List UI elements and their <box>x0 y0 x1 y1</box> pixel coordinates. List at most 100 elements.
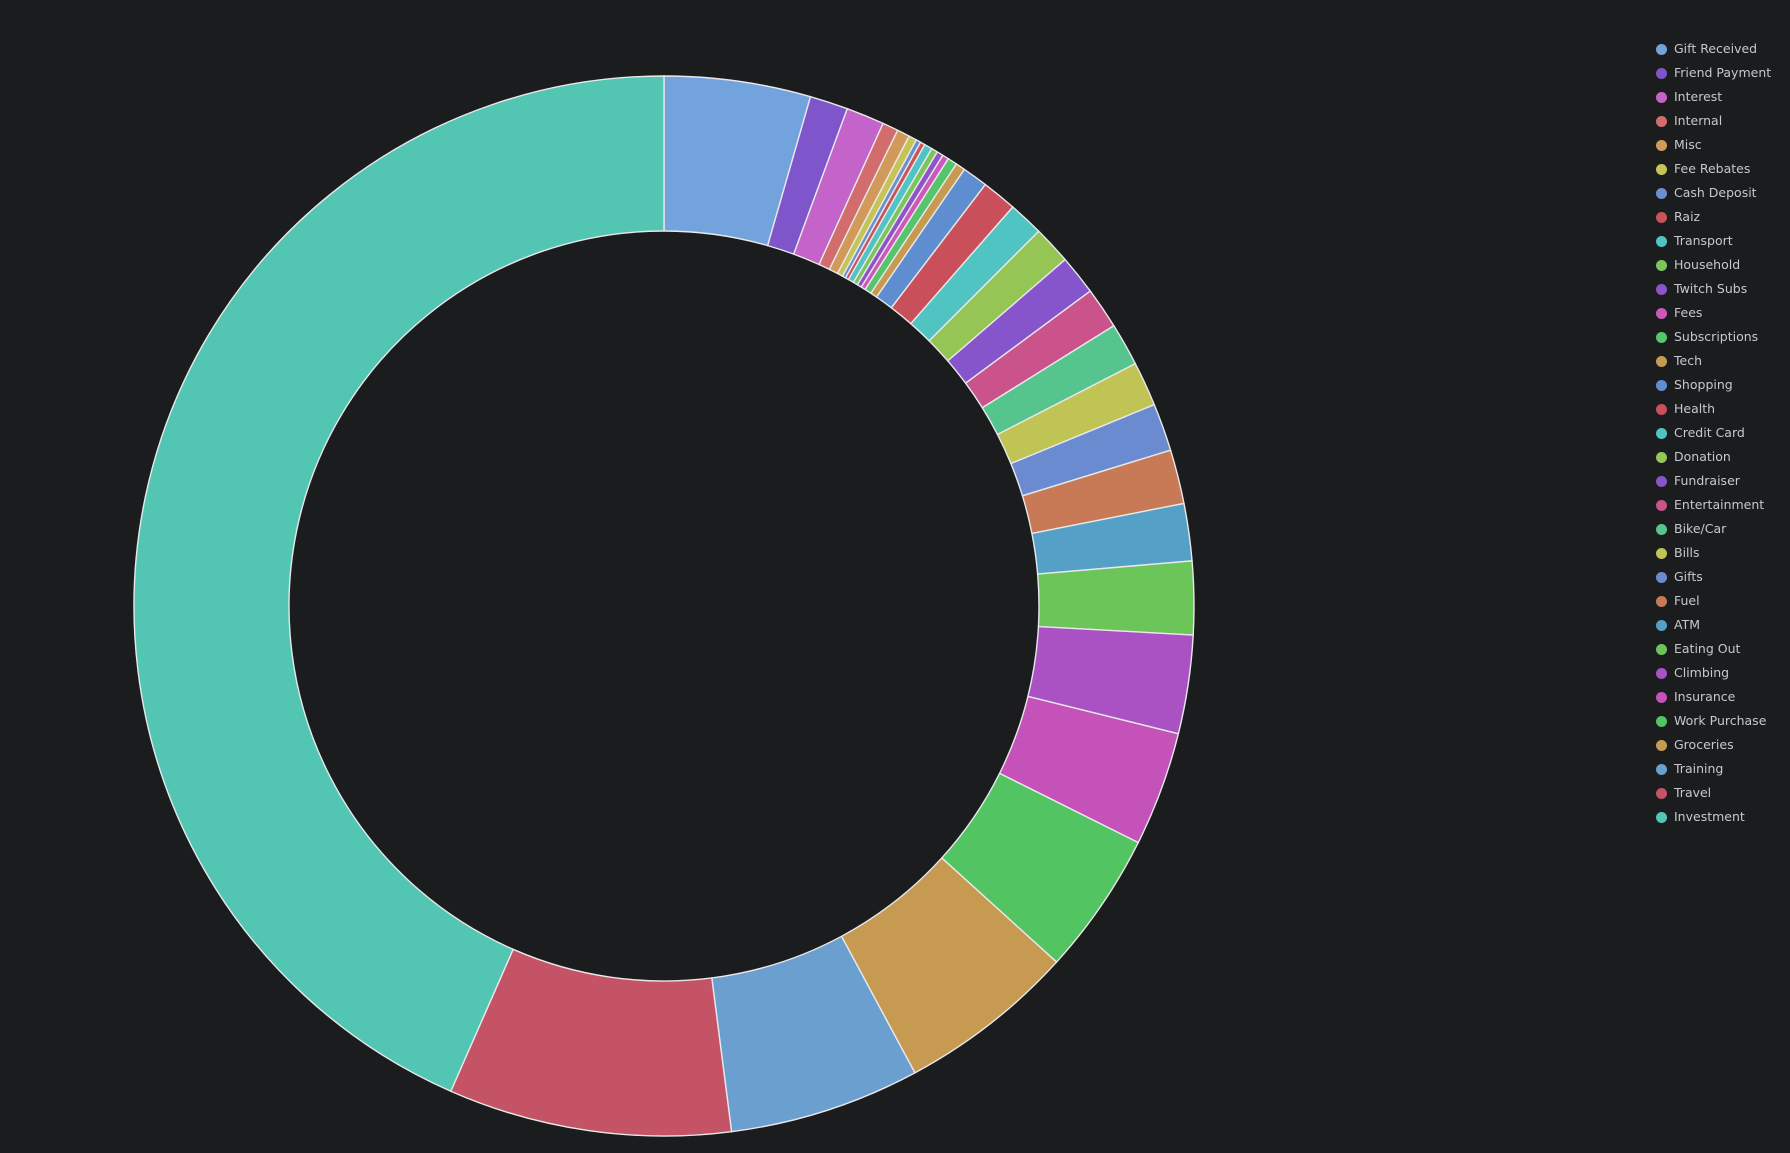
legend-item-investment[interactable]: Investment <box>1656 805 1790 829</box>
legend-label: Fundraiser <box>1674 473 1740 488</box>
legend-label: Gift Received <box>1674 41 1758 56</box>
legend-item-misc[interactable]: Misc <box>1656 133 1790 157</box>
legend-swatch <box>1656 43 1667 55</box>
legend-swatch <box>1656 547 1667 559</box>
legend-swatch <box>1656 139 1667 151</box>
slice-eating-out[interactable] <box>1036 560 1195 636</box>
legend-swatch <box>1656 787 1667 799</box>
donut-chart-svg <box>133 75 1195 1137</box>
legend-swatch <box>1656 523 1667 535</box>
legend-label: Shopping <box>1674 377 1733 392</box>
legend-item-credit-card[interactable]: Credit Card <box>1656 421 1790 445</box>
legend-swatch <box>1656 691 1667 703</box>
legend-swatch <box>1656 811 1667 823</box>
legend-label: Bike/Car <box>1674 521 1727 536</box>
legend-item-fees[interactable]: Fees <box>1656 301 1790 325</box>
legend-swatch <box>1656 763 1667 775</box>
legend-item-raiz[interactable]: Raiz <box>1656 205 1790 229</box>
legend-label: Fee Rebates <box>1674 161 1751 176</box>
legend-label: Subscriptions <box>1674 329 1759 344</box>
legend-swatch <box>1656 619 1667 631</box>
legend-swatch <box>1656 283 1667 295</box>
legend-label: Gifts <box>1674 569 1703 584</box>
legend-item-atm[interactable]: ATM <box>1656 613 1790 637</box>
legend-swatch <box>1656 163 1667 175</box>
legend-swatch <box>1656 643 1667 655</box>
legend-label: Work Purchase <box>1674 713 1767 728</box>
legend-label: Insurance <box>1674 689 1736 704</box>
legend-swatch <box>1656 67 1667 79</box>
legend-swatch <box>1656 115 1667 127</box>
legend-label: Fees <box>1674 305 1703 320</box>
legend-item-internal[interactable]: Internal <box>1656 109 1790 133</box>
legend-label: Travel <box>1674 785 1712 800</box>
legend-item-entertainment[interactable]: Entertainment <box>1656 493 1790 517</box>
legend-swatch <box>1656 355 1667 367</box>
legend-swatch <box>1656 715 1667 727</box>
legend-swatch <box>1656 499 1667 511</box>
legend-label: Investment <box>1674 809 1745 824</box>
legend-swatch <box>1656 259 1667 271</box>
legend-label: Misc <box>1674 137 1702 152</box>
legend-swatch <box>1656 307 1667 319</box>
legend-swatch <box>1656 211 1667 223</box>
legend-item-gift-received[interactable]: Gift Received <box>1656 37 1790 61</box>
legend-swatch <box>1656 331 1667 343</box>
legend-item-donation[interactable]: Donation <box>1656 445 1790 469</box>
legend-swatch <box>1656 475 1667 487</box>
legend-label: Twitch Subs <box>1674 281 1748 296</box>
legend-swatch <box>1656 91 1667 103</box>
legend-label: Transport <box>1674 233 1733 248</box>
legend-item-household[interactable]: Household <box>1656 253 1790 277</box>
legend-item-fuel[interactable]: Fuel <box>1656 589 1790 613</box>
legend-item-cash-deposit[interactable]: Cash Deposit <box>1656 181 1790 205</box>
legend-label: ATM <box>1674 617 1701 632</box>
legend-swatch <box>1656 187 1667 199</box>
donut-chart <box>133 75 1195 1137</box>
legend-item-travel[interactable]: Travel <box>1656 781 1790 805</box>
legend-label: Entertainment <box>1674 497 1765 512</box>
legend-item-fundraiser[interactable]: Fundraiser <box>1656 469 1790 493</box>
legend-item-subscriptions[interactable]: Subscriptions <box>1656 325 1790 349</box>
legend-label: Groceries <box>1674 737 1734 752</box>
legend-item-bike-car[interactable]: Bike/Car <box>1656 517 1790 541</box>
legend-item-health[interactable]: Health <box>1656 397 1790 421</box>
legend-label: Fuel <box>1674 593 1700 608</box>
legend-label: Training <box>1674 761 1724 776</box>
legend-label: Credit Card <box>1674 425 1745 440</box>
slice-investment[interactable] <box>133 75 665 1092</box>
legend-item-twitch-subs[interactable]: Twitch Subs <box>1656 277 1790 301</box>
legend-item-friend-payment[interactable]: Friend Payment <box>1656 61 1790 85</box>
legend-item-climbing[interactable]: Climbing <box>1656 661 1790 685</box>
legend-item-tech[interactable]: Tech <box>1656 349 1790 373</box>
legend-swatch <box>1656 427 1667 439</box>
legend-item-eating-out[interactable]: Eating Out <box>1656 637 1790 661</box>
legend-swatch <box>1656 667 1667 679</box>
legend-item-transport[interactable]: Transport <box>1656 229 1790 253</box>
legend-item-training[interactable]: Training <box>1656 757 1790 781</box>
chart-legend: Gift Received Friend Payment Interest Inter… <box>1656 37 1790 829</box>
legend-item-insurance[interactable]: Insurance <box>1656 685 1790 709</box>
legend-label: Donation <box>1674 449 1731 464</box>
legend-label: Eating Out <box>1674 641 1741 656</box>
legend-item-groceries[interactable]: Groceries <box>1656 733 1790 757</box>
legend-label: Health <box>1674 401 1716 416</box>
legend-label: Internal <box>1674 113 1723 128</box>
legend-swatch <box>1656 451 1667 463</box>
legend-item-fee-rebates[interactable]: Fee Rebates <box>1656 157 1790 181</box>
legend-label: Bills <box>1674 545 1700 560</box>
legend-item-shopping[interactable]: Shopping <box>1656 373 1790 397</box>
legend-swatch <box>1656 571 1667 583</box>
legend-item-work-purchase[interactable]: Work Purchase <box>1656 709 1790 733</box>
legend-label: Interest <box>1674 89 1723 104</box>
legend-item-bills[interactable]: Bills <box>1656 541 1790 565</box>
legend-swatch <box>1656 739 1667 751</box>
legend-item-gifts[interactable]: Gifts <box>1656 565 1790 589</box>
legend-label: Cash Deposit <box>1674 185 1757 200</box>
legend-item-interest[interactable]: Interest <box>1656 85 1790 109</box>
legend-swatch <box>1656 379 1667 391</box>
legend-swatch <box>1656 403 1667 415</box>
legend-swatch <box>1656 595 1667 607</box>
legend-label: Tech <box>1674 353 1702 368</box>
legend-label: Raiz <box>1674 209 1701 224</box>
